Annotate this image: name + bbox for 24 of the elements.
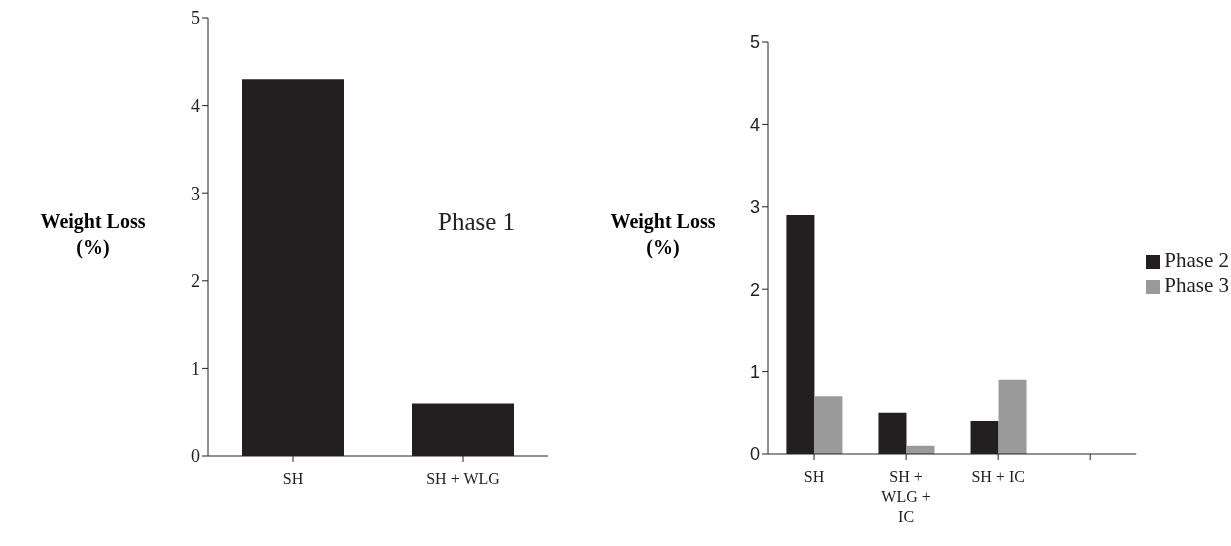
y-tick-label: 1 xyxy=(191,358,200,379)
x-tick-label: SH + WLG + IC xyxy=(881,468,931,525)
y-tick-label: 2 xyxy=(749,279,760,300)
y-tick-label: 0 xyxy=(191,446,200,467)
x-tick-label: SH xyxy=(803,468,825,485)
x-tick-label: SH + IC xyxy=(971,468,1025,485)
bar xyxy=(998,379,1027,454)
y-tick-label: 3 xyxy=(749,197,760,218)
y-tick-label: 0 xyxy=(749,444,760,465)
y-tick-label: 3 xyxy=(191,183,200,204)
y-axis-title: Weight Loss (%) xyxy=(609,209,717,260)
y-tick-label: 1 xyxy=(749,361,760,382)
annotation: Phase 1 xyxy=(438,208,516,236)
y-tick-label: 4 xyxy=(191,95,200,116)
y-tick-label: 5 xyxy=(749,32,760,53)
x-tick-label: SH + WLG xyxy=(426,470,501,487)
legend-label: Phase 3 xyxy=(1164,273,1229,297)
y-tick-label: 2 xyxy=(191,271,200,292)
x-tick-label: SH xyxy=(282,470,304,487)
bar xyxy=(814,396,843,454)
y-axis-title: Weight Loss (%) xyxy=(39,209,147,260)
legend-label: Phase 2 xyxy=(1164,248,1229,272)
y-tick-label: 5 xyxy=(191,8,200,29)
y-tick-label: 4 xyxy=(749,114,760,135)
